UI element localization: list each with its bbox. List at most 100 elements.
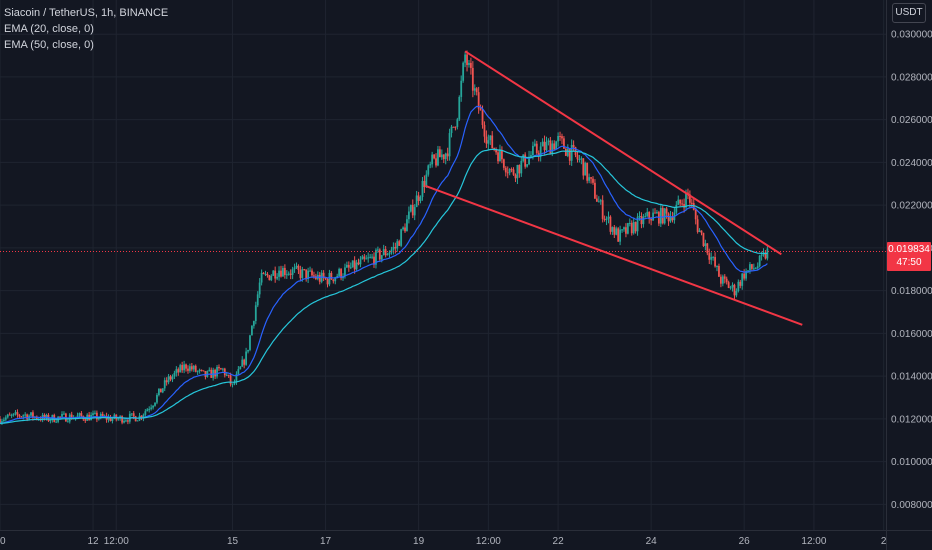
candle — [16, 409, 19, 418]
candle — [390, 246, 393, 255]
candle — [94, 410, 96, 415]
candle — [177, 367, 180, 376]
candle — [309, 266, 311, 272]
candle — [384, 245, 387, 258]
candle — [150, 404, 153, 411]
candle — [630, 220, 633, 236]
candle — [756, 262, 759, 270]
candle — [541, 138, 544, 147]
candle — [448, 128, 451, 161]
candle — [221, 367, 224, 372]
candle — [156, 393, 158, 405]
ema50-legend[interactable]: EMA (50, close, 0) — [4, 39, 94, 51]
candle — [636, 213, 639, 236]
candle — [76, 412, 79, 417]
candle — [8, 412, 11, 416]
candle — [382, 244, 385, 256]
candle — [692, 198, 695, 211]
candle — [603, 215, 606, 222]
candle — [237, 366, 240, 375]
candle — [710, 252, 713, 265]
candle — [266, 272, 269, 278]
candle — [152, 405, 154, 410]
candle — [559, 131, 561, 141]
candle — [353, 256, 356, 274]
candle — [659, 204, 662, 228]
candle — [499, 144, 501, 162]
candle — [475, 87, 478, 96]
candle — [169, 374, 172, 382]
candle — [615, 226, 618, 236]
candle — [462, 61, 465, 83]
candle — [200, 369, 203, 372]
candle — [413, 204, 416, 221]
candle — [607, 211, 610, 224]
candle — [754, 267, 757, 270]
candle — [597, 196, 600, 203]
candle — [297, 264, 300, 275]
price-tick-label: 0.010000 — [891, 457, 932, 468]
candle — [502, 158, 505, 171]
candle — [247, 349, 249, 354]
candle — [601, 195, 604, 223]
candle — [661, 205, 664, 225]
candle — [187, 365, 189, 374]
candle — [373, 252, 375, 268]
candle — [229, 372, 232, 387]
candle — [303, 268, 306, 271]
candle — [371, 253, 373, 260]
candle — [392, 242, 395, 255]
candle — [411, 199, 414, 219]
candle — [654, 208, 656, 214]
candle — [623, 226, 625, 232]
candle — [107, 414, 110, 423]
candle — [700, 230, 703, 236]
candle — [514, 173, 517, 183]
candle — [506, 166, 509, 179]
candle — [231, 383, 234, 388]
time-tick-label: 12:00 — [476, 536, 501, 547]
candle — [625, 223, 627, 238]
candle — [749, 261, 751, 274]
candle — [712, 256, 715, 261]
candle — [409, 204, 412, 213]
time-tick-label: 15 — [227, 536, 239, 547]
ema20-legend[interactable]: EMA (20, close, 0) — [4, 23, 94, 35]
candle-countdown: 47:50 — [896, 257, 922, 269]
candle — [508, 168, 511, 176]
candle — [483, 121, 486, 143]
candle — [450, 124, 453, 138]
candle — [683, 198, 685, 213]
candle — [274, 266, 277, 283]
candle — [388, 250, 391, 258]
candle — [165, 377, 168, 386]
candle — [66, 419, 69, 423]
candle — [190, 363, 193, 372]
candle — [194, 364, 197, 373]
candle — [456, 117, 459, 130]
candle — [4, 415, 7, 422]
candle — [733, 283, 736, 300]
candle — [361, 255, 364, 260]
candle — [512, 167, 515, 176]
candle — [626, 222, 629, 235]
candle — [545, 136, 548, 153]
candle — [251, 324, 253, 336]
candle — [359, 256, 362, 268]
candle — [198, 368, 201, 374]
currency-button[interactable]: USDT — [892, 3, 926, 23]
symbol-title[interactable]: Siacoin / TetherUS, 1h, BINANCE — [4, 7, 169, 19]
candle — [570, 139, 573, 166]
candle — [584, 161, 587, 176]
candle — [429, 161, 432, 169]
candle — [136, 420, 139, 422]
candle — [396, 239, 399, 252]
candle — [220, 367, 222, 370]
candle — [278, 266, 280, 281]
candle — [227, 374, 230, 378]
trendline — [464, 50, 782, 256]
candle — [504, 166, 507, 177]
candle — [491, 131, 494, 149]
candle — [249, 334, 251, 352]
